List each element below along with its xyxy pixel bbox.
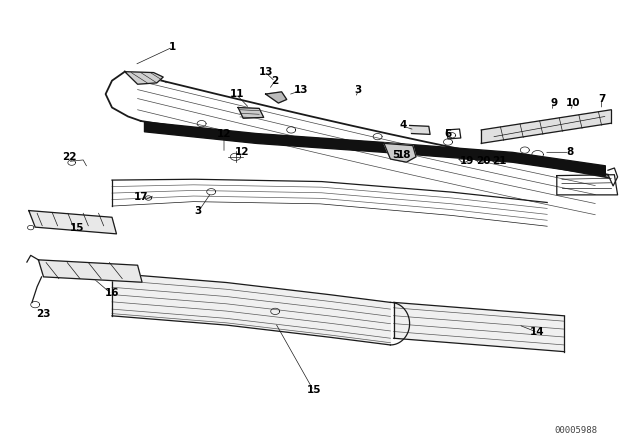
Polygon shape	[125, 72, 163, 84]
Polygon shape	[38, 260, 142, 282]
Text: 15: 15	[70, 224, 84, 233]
Text: 13: 13	[294, 85, 308, 95]
Text: 15: 15	[307, 385, 321, 395]
Text: 17: 17	[134, 192, 148, 202]
Text: 4: 4	[399, 121, 407, 130]
Polygon shape	[29, 211, 116, 234]
Text: 9: 9	[550, 98, 557, 108]
Text: 00005988: 00005988	[554, 426, 598, 435]
Polygon shape	[481, 110, 611, 143]
Text: 19: 19	[460, 156, 474, 166]
Text: 3: 3	[355, 85, 362, 95]
Text: 8: 8	[566, 147, 573, 157]
Text: 18: 18	[397, 150, 412, 159]
Text: 6: 6	[444, 129, 452, 139]
Polygon shape	[266, 92, 287, 103]
Polygon shape	[238, 108, 264, 118]
Text: 5: 5	[392, 150, 399, 159]
Text: 22: 22	[62, 152, 76, 162]
Polygon shape	[112, 273, 390, 345]
Polygon shape	[394, 302, 564, 352]
Text: 1: 1	[169, 42, 177, 52]
Text: 2: 2	[271, 76, 279, 86]
Text: 21: 21	[492, 156, 506, 166]
Text: 10: 10	[566, 98, 580, 108]
Polygon shape	[384, 143, 416, 162]
Polygon shape	[410, 125, 430, 134]
Text: 16: 16	[105, 289, 119, 298]
Text: 12: 12	[217, 129, 231, 139]
Text: 23: 23	[36, 309, 51, 319]
Text: 3: 3	[195, 206, 202, 215]
Text: 12: 12	[235, 147, 249, 157]
Text: 7: 7	[598, 94, 605, 103]
Text: 13: 13	[259, 67, 273, 77]
Text: 11: 11	[230, 89, 244, 99]
Text: 14: 14	[531, 327, 545, 336]
Text: 20: 20	[476, 156, 490, 166]
